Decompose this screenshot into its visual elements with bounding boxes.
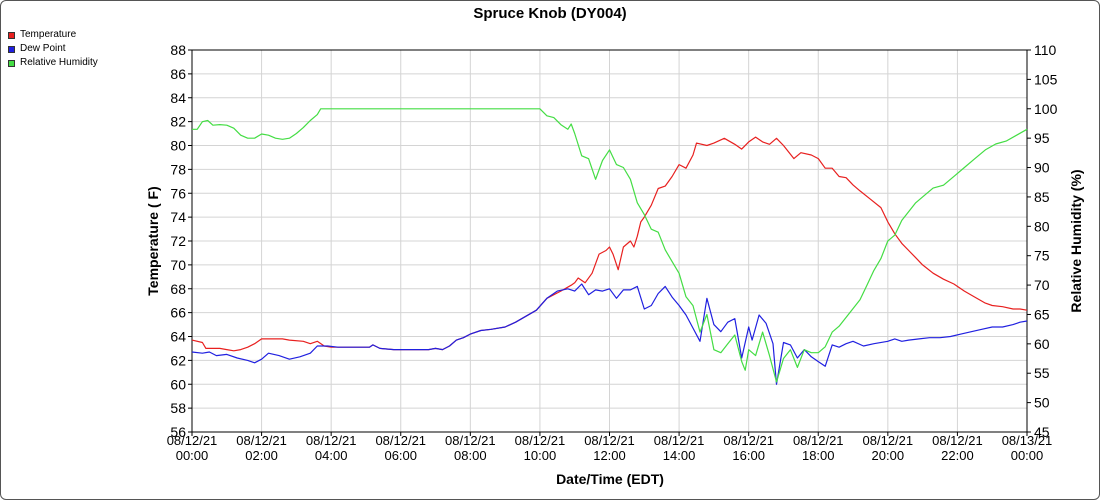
legend: Temperature Dew Point Relative Humidity (8, 28, 98, 70)
legend-swatch-dew-point (8, 45, 15, 53)
y-left-tick-label: 56 (170, 424, 186, 440)
legend-item-relative-humidity: Relative Humidity (8, 56, 98, 70)
y-right-tick-label: 90 (1034, 160, 1050, 176)
x-tick-label-time: 00:00 (176, 448, 209, 463)
y-left-tick-label: 86 (170, 66, 186, 82)
y-right-tick-label: 65 (1034, 306, 1050, 322)
x-tick-label-time: 18:00 (802, 448, 835, 463)
y-right-tick-label: 95 (1034, 130, 1050, 146)
y-right-tick-label: 100 (1034, 101, 1058, 117)
series-line-relative-humidity (192, 108, 1028, 383)
legend-item-dew-point: Dew Point (8, 42, 98, 56)
axes: 56 58 60 62 64 66 68 70 72 74 76 78 80 82 84 86 88 45 50 55… (167, 42, 1058, 463)
x-tick-label-date: 08/12/21 (167, 433, 218, 448)
x-tick-label-time: 10:00 (524, 448, 557, 463)
x-tick-label-date: 08/12/21 (723, 433, 774, 448)
x-tick-label-date: 08/12/21 (515, 433, 566, 448)
x-axis-title: Date/Time (EDT) (556, 471, 664, 487)
y-left-tick-label: 64 (170, 329, 186, 345)
x-tick-label-time: 20:00 (872, 448, 905, 463)
y-left-tick-label: 76 (170, 185, 186, 201)
legend-item-temperature: Temperature (8, 28, 98, 42)
y-left-tick-label: 66 (170, 305, 186, 321)
x-tick-label-time: 06:00 (384, 448, 417, 463)
x-tick-label-date: 08/12/21 (306, 433, 357, 448)
y-left-tick-label: 62 (170, 352, 186, 368)
y-right-tick-label: 80 (1034, 218, 1050, 234)
x-tick-label-date: 08/12/21 (654, 433, 705, 448)
x-tick-label-date: 08/13/21 (1002, 433, 1053, 448)
legend-swatch-relative-humidity (8, 59, 15, 67)
y-right-tick-label: 70 (1034, 277, 1050, 293)
legend-label-temperature: Temperature (20, 29, 77, 40)
x-tick-label-date: 08/12/21 (236, 433, 287, 448)
y-right-tick-label: 55 (1034, 365, 1050, 381)
y-axis-right-title: Relative Humidity (%) (1068, 169, 1084, 312)
y-right-tick-label: 105 (1034, 71, 1058, 87)
x-tick-label-time: 08:00 (454, 448, 487, 463)
y-left-tick-label: 82 (170, 114, 186, 130)
x-tick-label-date: 08/12/21 (932, 433, 983, 448)
y-right-tick-label: 60 (1034, 336, 1050, 352)
chart-title: Spruce Knob (DY004) (473, 5, 627, 22)
y-right-tick-label: 45 (1034, 424, 1050, 440)
legend-swatch-temperature (8, 31, 15, 39)
y-axis-left-title: Temperature ( F) (145, 186, 161, 295)
y-right-tick-label: 110 (1034, 42, 1057, 58)
x-tick-label-date: 08/12/21 (375, 433, 426, 448)
x-tick-label-date: 08/12/21 (584, 433, 635, 448)
y-left-tick-label: 84 (170, 90, 186, 106)
x-tick-label-date: 08/12/21 (863, 433, 914, 448)
y-left-tick-label: 60 (170, 376, 186, 392)
y-right-tick-label: 75 (1034, 248, 1050, 264)
x-tick-label-time: 00:00 (1011, 448, 1044, 463)
y-left-tick-label: 72 (170, 233, 186, 249)
series-line-dew-point (191, 283, 1028, 385)
y-left-tick-label: 78 (170, 161, 186, 177)
y-left-tick-label: 74 (170, 209, 186, 225)
x-tick-label-time: 16:00 (732, 448, 765, 463)
x-tick-label-date: 08/12/21 (445, 433, 496, 448)
series (191, 108, 1028, 385)
x-tick-label-time: 04:00 (315, 448, 348, 463)
y-left-tick-label: 58 (170, 400, 186, 416)
x-tick-label-time: 22:00 (941, 448, 974, 463)
legend-label-dew-point: Dew Point (20, 43, 66, 54)
y-left-tick-label: 68 (170, 281, 186, 297)
y-right-tick-label: 50 (1034, 395, 1050, 411)
legend-label-relative-humidity: Relative Humidity (20, 57, 98, 68)
y-left-tick-label: 70 (170, 257, 186, 273)
x-tick-label-time: 12:00 (593, 448, 626, 463)
x-tick-label-time: 14:00 (663, 448, 696, 463)
y-left-tick-label: 88 (170, 42, 186, 58)
grid (191, 49, 1028, 433)
x-tick-label-time: 02:00 (245, 448, 278, 463)
y-left-tick-label: 80 (170, 138, 186, 154)
x-tick-label-date: 08/12/21 (793, 433, 844, 448)
y-right-tick-label: 85 (1034, 189, 1050, 205)
plot-area-border (191, 49, 1028, 433)
